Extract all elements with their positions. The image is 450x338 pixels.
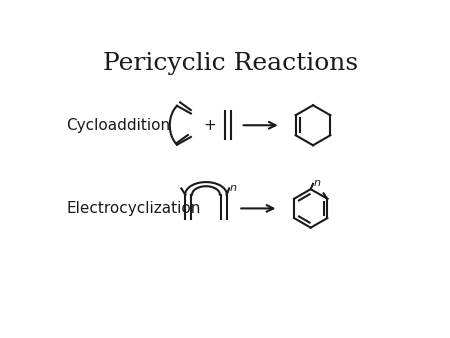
Text: Electrocyclization: Electrocyclization <box>67 201 201 216</box>
Text: Cycloaddition: Cycloaddition <box>67 118 171 133</box>
Text: Pericyclic Reactions: Pericyclic Reactions <box>103 52 358 75</box>
Text: n: n <box>314 178 321 188</box>
Text: n: n <box>230 183 237 193</box>
Text: +: + <box>203 118 216 133</box>
